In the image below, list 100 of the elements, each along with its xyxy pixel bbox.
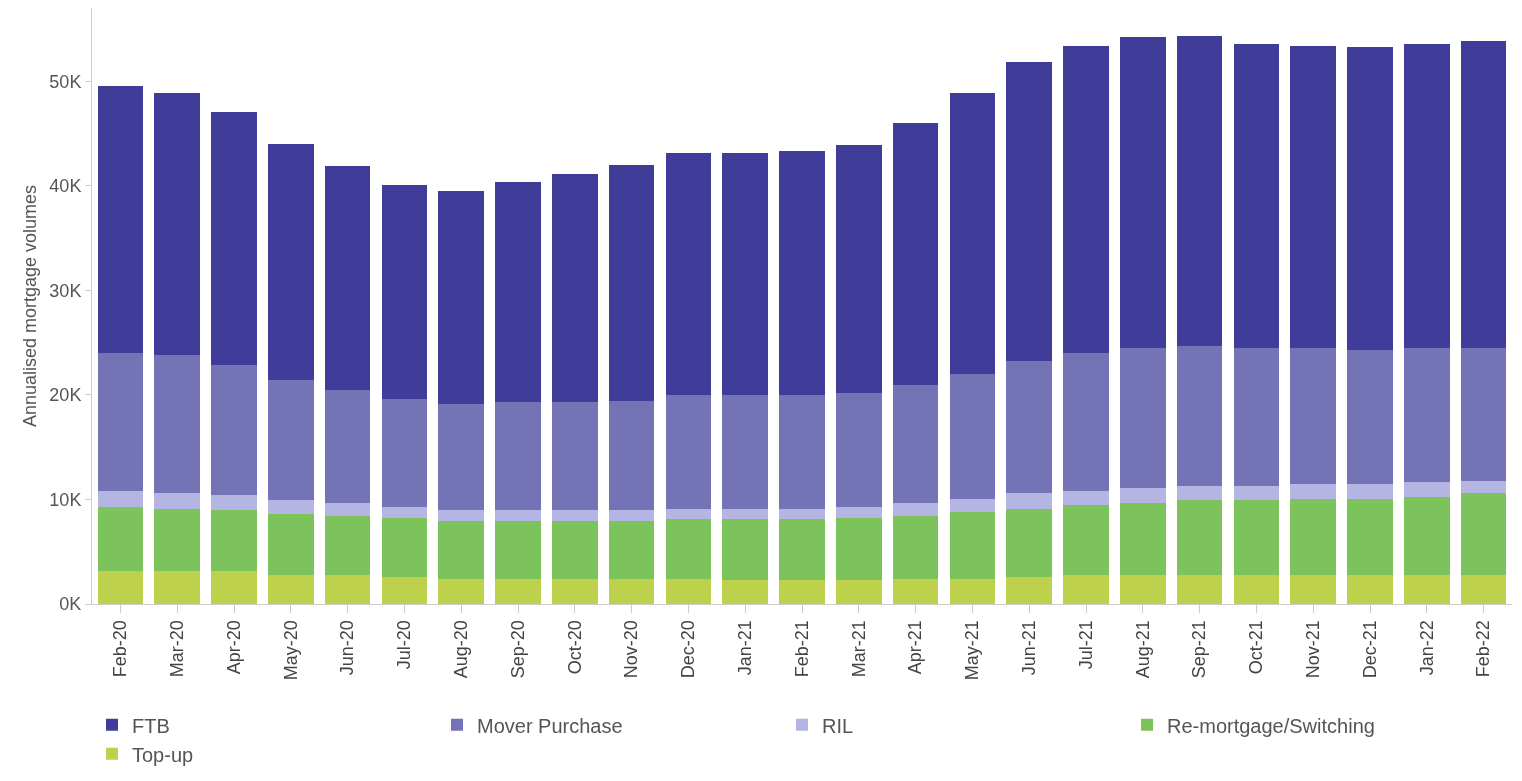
bar (1404, 481, 1450, 498)
bar (1063, 353, 1109, 492)
bar (892, 123, 939, 386)
x-tick-label: Feb-22 (1473, 620, 1494, 678)
bar (1006, 361, 1052, 494)
x-tick-label: Jul-20 (394, 620, 415, 670)
bar (608, 164, 655, 402)
x-tick-label: Aug-21 (1132, 620, 1153, 679)
bar (324, 389, 371, 503)
bar (1290, 483, 1336, 500)
bar (1176, 500, 1223, 575)
bar (381, 518, 428, 577)
bar (1063, 491, 1109, 505)
y-tick-label: 30K (49, 280, 82, 301)
x-tick-label: May-21 (962, 620, 983, 681)
bar (1063, 504, 1109, 575)
bar (211, 495, 257, 510)
bar (268, 514, 314, 575)
x-tick-label: Feb-21 (791, 620, 812, 678)
bar (154, 493, 200, 509)
bar (324, 516, 371, 575)
bar (1120, 502, 1166, 575)
x-tick-label: Sep-20 (507, 620, 528, 679)
bar (268, 380, 314, 501)
bar (495, 509, 541, 522)
bar (495, 181, 541, 403)
bar (1233, 43, 1280, 348)
bar (154, 508, 200, 571)
bar (1404, 497, 1450, 575)
y-tick-label: 50K (49, 71, 82, 92)
bar (1006, 62, 1052, 362)
bar (552, 509, 598, 522)
bar (1120, 347, 1166, 488)
bar (892, 578, 939, 604)
bar (1347, 574, 1393, 604)
x-tick-label: Jul-21 (1075, 620, 1096, 670)
x-tick-label: Oct-20 (564, 620, 585, 675)
bar (268, 574, 314, 604)
bar (268, 500, 314, 515)
bar (381, 506, 428, 519)
bar (722, 394, 768, 509)
x-tick-label: Jun-21 (1019, 620, 1040, 676)
bar (836, 144, 882, 393)
bar (1176, 485, 1223, 501)
bar (1460, 480, 1507, 494)
bar (1176, 36, 1223, 346)
bar (608, 509, 655, 522)
bar (381, 399, 428, 507)
bar (438, 578, 484, 604)
bar (1290, 347, 1336, 484)
bar (608, 521, 655, 579)
bar (1176, 345, 1223, 486)
x-tick-label: Oct-21 (1246, 620, 1267, 675)
bar (1347, 349, 1393, 484)
bar (211, 364, 257, 496)
bar (552, 578, 598, 604)
bar (97, 491, 144, 507)
x-tick-label: Dec-20 (678, 620, 699, 679)
bar (495, 402, 541, 510)
bar (154, 92, 200, 356)
bar (608, 401, 655, 510)
bar (722, 579, 768, 604)
bar (665, 519, 712, 579)
bar (438, 509, 484, 522)
x-tick-label: May-20 (280, 620, 301, 681)
bar (949, 373, 996, 500)
x-tick-label: Apr-20 (223, 620, 244, 675)
bar (1347, 483, 1393, 500)
x-tick-label: Feb-20 (110, 620, 131, 678)
bar (836, 579, 882, 604)
bar (1290, 499, 1336, 575)
bar (495, 521, 541, 579)
bar (154, 570, 200, 604)
bar (1176, 574, 1223, 604)
bar (211, 570, 257, 604)
bar (97, 570, 144, 604)
bar (1233, 347, 1280, 486)
bar (949, 499, 996, 512)
bar (438, 521, 484, 579)
bar (1233, 500, 1280, 575)
bar (552, 521, 598, 579)
bar (438, 404, 484, 510)
bar (1063, 574, 1109, 604)
bar (324, 502, 371, 517)
bar (949, 92, 996, 374)
bar (665, 153, 712, 395)
bar (97, 353, 144, 492)
bar (836, 506, 882, 519)
x-tick-label: Sep-21 (1189, 620, 1210, 679)
x-tick-label: Jun-20 (337, 620, 358, 676)
legend-label: Mover Purchase (477, 714, 623, 737)
x-tick-label: Nov-21 (1303, 620, 1324, 679)
bar (1120, 37, 1166, 348)
bar (381, 184, 428, 400)
bar (97, 506, 144, 571)
x-tick-label: Mar-20 (167, 620, 188, 678)
bar (154, 355, 200, 494)
x-tick-label: Dec-21 (1359, 620, 1380, 679)
x-tick-label: Jan-22 (1416, 620, 1437, 676)
bar (1404, 43, 1450, 348)
